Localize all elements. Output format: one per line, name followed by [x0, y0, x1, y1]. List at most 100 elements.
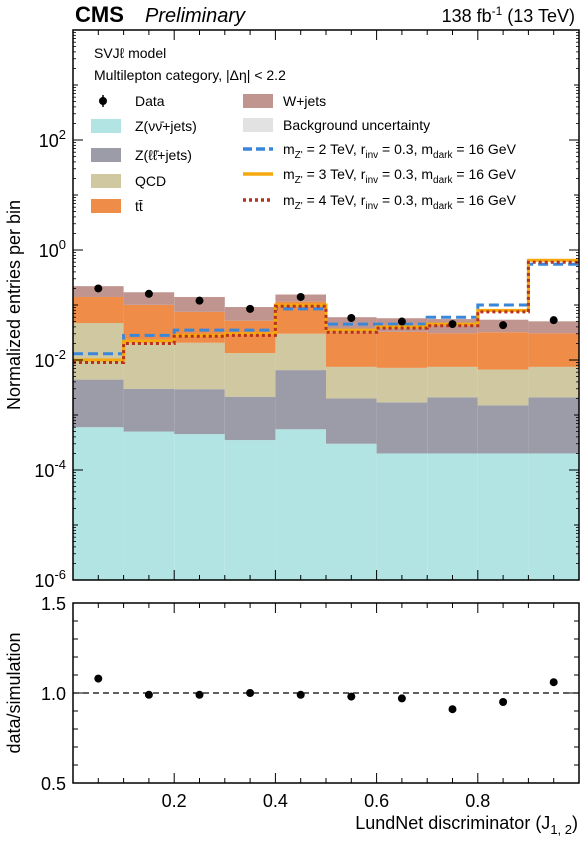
stack-bar-ttbar	[427, 333, 478, 367]
stack-bar-znunu	[123, 431, 175, 580]
ratio-point	[246, 689, 255, 697]
legend-signal-3tev: mZ' = 3 TeV, rinv = 0.3, mdark = 16 GeV	[243, 166, 517, 186]
stack-bar-wjets	[528, 321, 579, 334]
svg-text:Background uncertainty: Background uncertainty	[283, 117, 430, 133]
stack-bar-qcd	[427, 366, 478, 398]
data-layer	[94, 284, 558, 330]
data-point	[144, 289, 153, 298]
stack-bar-qcd	[174, 342, 225, 390]
ratio-point	[448, 705, 457, 714]
x-tick-label: 0.4	[263, 791, 288, 811]
legend-data: Data	[99, 93, 165, 109]
legend-signal-4tev: mZ' = 4 TeV, rinv = 0.3, mdark = 16 GeV	[243, 192, 517, 212]
data-point	[246, 304, 255, 313]
stack-bar-qcd	[123, 339, 175, 389]
svg-text:W+jets: W+jets	[283, 93, 326, 109]
svg-text:Z(ℓℓ̄+jets): Z(ℓℓ̄+jets)	[135, 147, 192, 163]
stack-bar-znunu	[326, 443, 377, 580]
stack-bar-znunu	[224, 440, 276, 580]
y-tick-label: 102	[39, 127, 66, 151]
svg-text:mZ' = 2 TeV, rinv = 0.3, mdark: mZ' = 2 TeV, rinv = 0.3, mdark = 16 GeV	[283, 141, 517, 161]
ratio-y-tick-label: 0.5	[41, 774, 66, 794]
x-axis-title: LundNet discriminator (J1, 2)	[355, 813, 578, 837]
category-label: Multilepton category, |Δη| < 2.2	[94, 67, 286, 83]
stack-bar-zll	[376, 402, 428, 454]
ratio-point	[195, 690, 204, 699]
stack-bar-qcd	[326, 366, 377, 399]
stack-bar-zll	[123, 388, 175, 432]
main-ticks: 10-6 10-4 10-2 100 102	[34, 30, 580, 591]
data-point	[195, 296, 204, 305]
stack-bar-ttbar	[73, 296, 124, 324]
ratio-point	[347, 692, 356, 701]
stack-bar-qcd	[275, 333, 326, 371]
stack-bar-zll	[477, 405, 529, 454]
stack-bar-ttbar	[326, 332, 377, 367]
stack-bar-wjets	[224, 307, 276, 321]
stack-bar-znunu	[73, 427, 124, 580]
x-tick-label: 0.8	[465, 791, 490, 811]
stack-bar-ttbar	[528, 333, 579, 367]
stack-bar-znunu	[174, 434, 225, 580]
stack-bar-zll	[174, 389, 225, 435]
x-tick-label: 0.6	[364, 791, 389, 811]
ratio-point	[549, 678, 558, 687]
legend-qcd: QCD	[91, 173, 166, 189]
stack-bar-qcd	[224, 353, 276, 397]
stack-bar-wjets	[123, 292, 175, 305]
stack-layer	[73, 286, 579, 580]
stack-bar-ttbar	[477, 332, 529, 370]
svg-text:mZ' = 4 TeV, rinv = 0.3, mdark: mZ' = 4 TeV, rinv = 0.3, mdark = 16 GeV	[283, 192, 517, 212]
stack-bar-ttbar	[174, 311, 225, 343]
data-point	[499, 321, 508, 330]
y-tick-label: 10-4	[34, 457, 66, 481]
data-point	[296, 292, 305, 301]
ratio-point	[296, 690, 305, 699]
stack-bar-znunu	[528, 453, 579, 580]
experiment-label: CMS	[75, 2, 124, 27]
stack-bar-ttbar	[123, 304, 175, 340]
data-point	[448, 320, 457, 329]
ratio-y-tick-label: 1.0	[41, 684, 66, 704]
stack-bar-znunu	[427, 453, 478, 580]
stack-bar-zll	[275, 370, 326, 430]
ratio-y-axis-title: data/simulation	[4, 632, 24, 753]
main-y-axis-title: Normalized entries per bin	[4, 200, 24, 410]
stack-bar-znunu	[376, 453, 428, 580]
stack-bar-qcd	[528, 366, 579, 398]
data-point	[94, 284, 103, 293]
svg-text:tt̄: tt̄	[135, 198, 143, 214]
main-plot: 10-6 10-4 10-2 100 102	[34, 29, 580, 591]
stack-bar-zll	[427, 397, 478, 454]
svg-text:Z(νν̄+jets): Z(νν̄+jets)	[135, 118, 197, 134]
data-point	[549, 316, 558, 325]
stack-bar-zll	[224, 396, 276, 441]
legend-wjets: W+jets	[243, 93, 326, 109]
stack-bar-zll	[528, 397, 579, 454]
legend-ttbar: tt̄	[91, 198, 143, 214]
x-tick-label: 0.2	[162, 791, 187, 811]
ratio-ticks: 0.5 1.0 1.5 0.2 0.4 0.6 0.8	[41, 594, 580, 811]
legend-zll: Z(ℓℓ̄+jets)	[91, 147, 192, 163]
stack-bar-zll	[326, 398, 377, 444]
y-tick-label: 100	[39, 237, 66, 261]
y-tick-label: 10-2	[34, 347, 66, 371]
stack-bar-qcd	[477, 369, 529, 406]
svg-text:QCD: QCD	[135, 173, 166, 189]
legend: Data Z(νν̄+jets) Z(ℓℓ̄+jets) QCD tt̄ W+j…	[91, 93, 517, 214]
stack-bar-qcd	[376, 367, 428, 403]
stack-bar-ttbar	[376, 331, 428, 368]
svg-text:mZ' = 3 TeV, rinv = 0.3, mdark: mZ' = 3 TeV, rinv = 0.3, mdark = 16 GeV	[283, 166, 517, 186]
legend-bkg-uncertainty: Background uncertainty	[243, 117, 430, 133]
stack-bar-znunu	[477, 453, 529, 580]
ratio-point	[144, 690, 153, 699]
ratio-point	[499, 698, 508, 706]
ratio-plot: 0.5 1.0 1.5 0.2 0.4 0.6 0.8	[41, 594, 580, 811]
legend-signal-2tev: mZ' = 2 TeV, rinv = 0.3, mdark = 16 GeV	[243, 141, 517, 161]
svg-text:Data: Data	[135, 93, 165, 109]
ratio-point	[397, 694, 406, 703]
ratio-y-tick-label: 1.5	[41, 594, 66, 614]
stack-bar-qcd	[73, 323, 124, 380]
ratio-point	[94, 674, 103, 683]
